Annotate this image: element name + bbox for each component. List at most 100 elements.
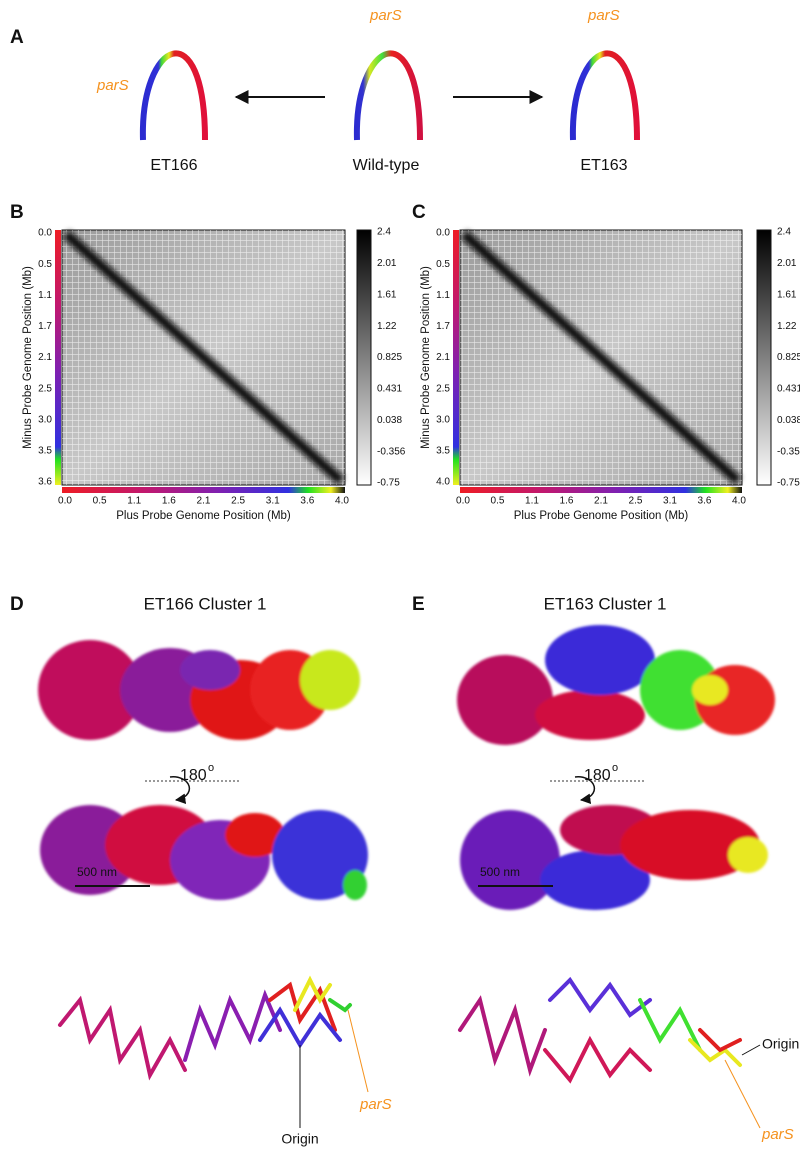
panel-title: ET163 Cluster 1 bbox=[544, 594, 667, 613]
genome-strip bbox=[460, 487, 742, 493]
callout-line bbox=[724, 1059, 761, 1129]
y-tick-label: 2.1 bbox=[436, 352, 450, 363]
y-tick-label: 2.5 bbox=[436, 383, 450, 394]
x-tick-label: 2.1 bbox=[197, 496, 211, 507]
x-axis-label: Plus Probe Genome Position (Mb) bbox=[116, 510, 291, 522]
structure-view bbox=[40, 805, 368, 900]
x-tick-label: 3.6 bbox=[698, 496, 712, 507]
colorbar-tick-label: 1.22 bbox=[377, 321, 397, 332]
y-tick-label: 1.7 bbox=[436, 321, 450, 332]
rotation-unit: o bbox=[208, 762, 214, 774]
y-tick-label: 3.5 bbox=[436, 446, 450, 457]
colorbar-tick-label: 0.825 bbox=[777, 352, 800, 363]
heatmap-diagonal bbox=[62, 230, 345, 485]
x-tick-label: 4.0 bbox=[732, 496, 746, 507]
y-tick-label: 4.0 bbox=[436, 477, 450, 488]
colorbar-tick-label: 0.825 bbox=[377, 352, 402, 363]
colorbar-tick-label: 0.431 bbox=[777, 384, 800, 395]
x-axis-label: Plus Probe Genome Position (Mb) bbox=[514, 510, 689, 522]
heatmap-diagonal bbox=[460, 230, 742, 485]
colorbar-tick-label: 1.61 bbox=[777, 289, 797, 300]
chain-model bbox=[58, 975, 352, 1081]
scale-bar-label: 500 nm bbox=[77, 865, 117, 879]
colorbar-tick-label: 1.22 bbox=[777, 321, 797, 332]
colorbar-tick-label: -0.356 bbox=[777, 446, 800, 457]
panel-label: C bbox=[412, 202, 426, 223]
y-tick-label: 1.7 bbox=[38, 321, 52, 332]
colorbar-tick-label: -0.75 bbox=[377, 478, 400, 489]
y-tick-label: 3.0 bbox=[38, 414, 52, 425]
y-tick-label: 1.1 bbox=[38, 290, 52, 301]
origin-label: Origin bbox=[762, 1036, 799, 1052]
rotation-arrow bbox=[574, 776, 596, 804]
colorbar-tick-label: 1.61 bbox=[377, 289, 397, 300]
panel-label: A bbox=[10, 27, 24, 48]
x-tick-label: 2.1 bbox=[594, 496, 608, 507]
chain-model bbox=[458, 976, 742, 1084]
strain-name: ET163 bbox=[580, 157, 627, 174]
y-tick-label: 2.1 bbox=[38, 352, 52, 363]
colorbar-tick-label: 2.4 bbox=[377, 227, 391, 238]
genome-strip bbox=[453, 230, 459, 485]
y-tick-label: 0.5 bbox=[436, 259, 450, 270]
chromosome-arc bbox=[139, 50, 208, 141]
x-tick-label: 2.5 bbox=[629, 496, 643, 507]
colorbar-tick-label: 2.4 bbox=[777, 227, 791, 238]
y-axis-label: Minus Probe Genome Position (Mb) bbox=[22, 266, 34, 449]
y-tick-label: 0.0 bbox=[38, 228, 52, 239]
origin-label: Origin bbox=[281, 1131, 318, 1147]
genome-strip bbox=[62, 487, 345, 493]
genome-strip bbox=[55, 230, 61, 485]
colorbar-tick-label: 0.431 bbox=[377, 384, 402, 395]
colorbar-tick-label: -0.75 bbox=[777, 478, 800, 489]
structure-view bbox=[457, 625, 775, 745]
chromosome-arc bbox=[569, 50, 640, 141]
colorbar-tick-label: 0.038 bbox=[777, 415, 800, 426]
x-tick-label: 3.1 bbox=[266, 496, 280, 507]
strain-name: ET166 bbox=[150, 157, 197, 174]
y-tick-label: 3.5 bbox=[38, 446, 52, 457]
panel-label: D bbox=[10, 594, 24, 615]
y-tick-label: 3.0 bbox=[436, 414, 450, 425]
x-tick-label: 0.5 bbox=[491, 496, 505, 507]
colorbar-tick-label: 2.01 bbox=[377, 258, 397, 269]
x-tick-label: 2.5 bbox=[231, 496, 245, 507]
colorbar-tick-label: -0.356 bbox=[377, 446, 406, 457]
x-tick-label: 0.0 bbox=[456, 496, 470, 507]
x-tick-label: 1.6 bbox=[162, 496, 176, 507]
y-tick-label: 3.6 bbox=[38, 477, 52, 488]
scale-bar-label: 500 nm bbox=[480, 865, 520, 879]
x-tick-label: 3.1 bbox=[663, 496, 677, 507]
structure-view bbox=[460, 805, 768, 910]
x-tick-label: 0.5 bbox=[93, 496, 107, 507]
x-tick-label: 1.1 bbox=[127, 496, 141, 507]
colorbar bbox=[756, 229, 772, 486]
chromosome-arc bbox=[353, 50, 423, 141]
callout-line bbox=[347, 1009, 369, 1093]
x-tick-label: 3.6 bbox=[300, 496, 314, 507]
x-tick-label: 4.0 bbox=[335, 496, 349, 507]
y-tick-label: 2.5 bbox=[38, 383, 52, 394]
colorbar-tick-label: 2.01 bbox=[777, 258, 797, 269]
pars-label: parS bbox=[761, 1126, 794, 1143]
pars-label: parS bbox=[359, 1096, 392, 1113]
panel-label: E bbox=[412, 594, 425, 615]
y-tick-label: 0.0 bbox=[436, 228, 450, 239]
x-tick-label: 1.1 bbox=[525, 496, 539, 507]
strain-name: Wild-type bbox=[353, 157, 420, 174]
panel-title: ET166 Cluster 1 bbox=[144, 594, 267, 613]
y-axis-label: Minus Probe Genome Position (Mb) bbox=[420, 266, 432, 449]
y-tick-label: 0.5 bbox=[38, 259, 52, 270]
rotation-unit: o bbox=[612, 762, 618, 774]
callout-line bbox=[741, 1044, 761, 1056]
colorbar-tick-label: 0.038 bbox=[377, 415, 402, 426]
structure-view bbox=[38, 640, 360, 740]
pars-label: parS bbox=[369, 7, 402, 24]
panel-label: B bbox=[10, 202, 24, 223]
x-tick-label: 0.0 bbox=[58, 496, 72, 507]
rotation-arrow bbox=[169, 776, 191, 804]
y-tick-label: 1.1 bbox=[436, 290, 450, 301]
x-tick-label: 1.6 bbox=[560, 496, 574, 507]
rotation-label: 180 bbox=[584, 767, 611, 784]
